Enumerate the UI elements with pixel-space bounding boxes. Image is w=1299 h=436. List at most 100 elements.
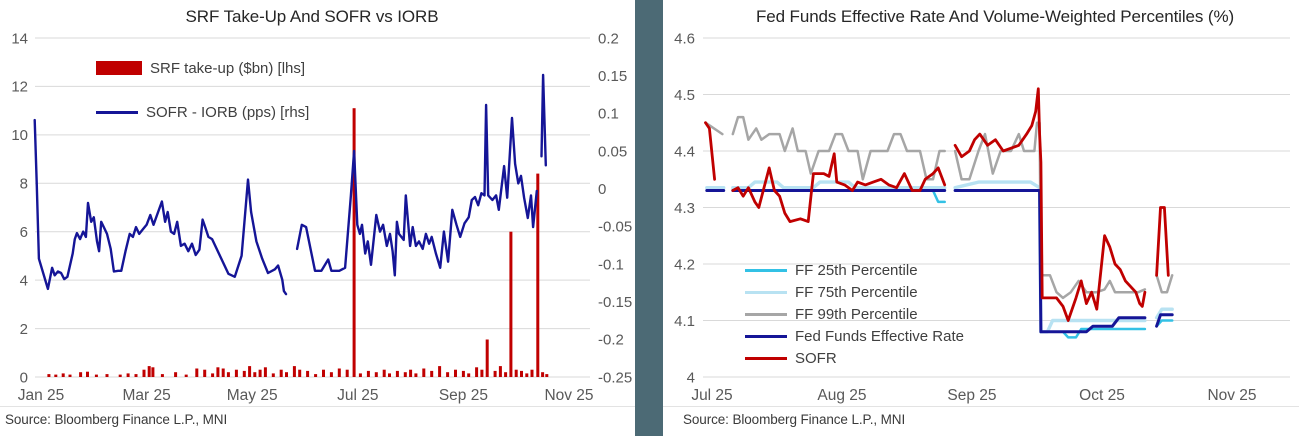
legend-item: SOFR [745,348,964,368]
bar [414,373,418,377]
line [705,189,1174,334]
x-axis-labels: Jul 25 Aug 25 Sep 25 Oct 25 Nov 25 [691,387,1256,404]
bar [403,372,407,377]
y-axis-tick-label: -0.1 [598,256,624,273]
bar [134,374,138,377]
bar [541,372,545,377]
y-axis-tick-label: 0.1 [598,106,619,123]
bar [147,366,151,377]
bar [475,367,479,377]
bar [184,374,188,377]
y-axis-tick-label: 12 [11,79,28,96]
gridlines [35,37,590,378]
legend-item: SOFR - IORB (pps) [rhs] [96,102,309,122]
bar [509,231,513,377]
x-axis-tick-label: Sep 25 [947,387,996,404]
y-axis-right-labels: 0.2 0.15 0.1 0.05 0 -0.05 -0.1 -0.15 -0.2 -0.25 [598,30,632,386]
legend-swatch-line [745,334,787,338]
y-axis-tick-label: 0.05 [598,143,627,160]
bar [263,367,267,377]
bar [126,373,130,377]
y-axis-tick-label: 2 [20,321,28,338]
bar [480,369,484,377]
right-chart-legend: FF 25th Percentile FF 75th Percentile FF 9… [745,260,964,370]
bar [211,373,215,377]
bar [216,367,220,377]
bar [142,369,146,377]
left-chart-panel: SRF Take-Up And SOFR vs IORB 0 2 4 6 8 10 12 14… [0,0,635,436]
y-axis-tick-label: 4.2 [674,256,695,273]
bar [374,372,378,377]
bar [520,370,523,377]
x-axis-tick-label: Jul 25 [337,387,378,404]
bar [118,374,122,377]
y-axis-tick-label: 4 [20,272,28,289]
y-axis-left-labels: 0 2 4 6 8 10 12 14 [11,30,28,386]
bar [271,373,275,377]
bar [382,369,386,377]
x-axis-tick-label: Aug 25 [817,387,866,404]
x-axis-tick-label: Sep 25 [439,387,488,404]
bar [395,370,399,377]
y-axis-tick-label: 10 [11,127,28,144]
y-axis-tick-label: 4 [687,369,695,386]
bar [151,367,155,377]
bar [461,370,465,377]
bar [279,369,283,377]
x-axis-tick-label: Mar 25 [122,387,170,404]
left-chart-plot: 0 2 4 6 8 10 12 14 0.2 0.15 0.1 0.05 0 -0.05 -0.1 -0.15… [0,30,635,407]
bar [79,372,83,377]
bar [298,369,302,377]
legend-swatch-line [745,268,787,272]
bar [195,368,199,377]
bar [105,374,109,377]
bar [525,373,529,377]
bar [514,369,518,377]
bar [530,369,534,377]
bar [536,173,540,377]
bar [388,373,391,377]
legend-label: FF 25th Percentile [795,261,918,279]
legend-swatch-bar [96,61,142,75]
y-axis-tick-label: 4.5 [674,87,695,104]
bar [174,372,178,377]
bar [61,373,65,377]
y-axis-tick-label: 0 [598,181,606,198]
left-chart-source: Source: Bloomberg Finance L.P., MNI [5,412,228,427]
bar [446,372,450,377]
bar [226,372,230,377]
bar [322,369,325,377]
line [33,73,547,296]
x-axis-tick-label: Oct 25 [1079,387,1125,404]
legend-label: Fed Funds Effective Rate [795,327,964,345]
y-axis-tick-label: -0.15 [598,294,632,311]
bar [485,339,489,377]
y-axis-tick-label: -0.2 [598,332,624,349]
y-axis-tick-label: 0.2 [598,30,619,47]
series-ff-75th-percentile [705,180,1174,334]
bar [366,370,370,377]
legend-item: FF 99th Percentile [745,304,964,324]
bar [504,372,508,377]
y-axis-tick-label: -0.05 [598,219,632,236]
bar [493,370,497,377]
bar [409,369,413,377]
x-axis-tick-label: Jan 25 [18,387,65,404]
bar [430,370,434,377]
legend-label: SOFR [795,349,837,367]
legend-swatch-line [745,312,787,316]
y-axis-tick-label: 4.1 [674,313,695,330]
series-srf-take-up-bn- [47,108,549,377]
bar [545,374,549,377]
legend-label: FF 75th Percentile [795,283,918,301]
left-chart-legend: SRF take-up ($bn) [lhs] SOFR - IORB (pps)… [96,58,309,146]
bar [306,370,310,377]
bar [438,366,442,377]
legend-item: FF 75th Percentile [745,282,964,302]
x-axis-labels: Jan 25 Mar 25 May 25 Jul 25 Sep 25 Nov 25 [18,387,594,404]
bar [253,372,257,377]
left-chart-title: SRF Take-Up And SOFR vs IORB [185,7,439,26]
bar [498,366,502,377]
bar [160,374,164,377]
